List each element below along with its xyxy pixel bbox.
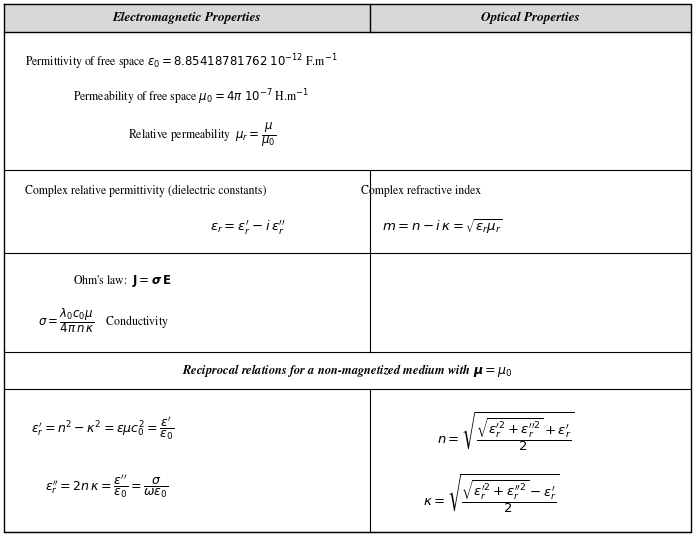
Text: Complex relative permittivity (dielectric constants): Complex relative permittivity (dielectri… (24, 184, 266, 197)
Text: $m = n - i\,\kappa = \sqrt{\varepsilon_r\mu_r}$: $m = n - i\,\kappa = \sqrt{\varepsilon_r… (382, 217, 502, 236)
Text: $\varepsilon_r^{\prime\prime} = 2n\,\kappa = \dfrac{\varepsilon^{\prime\prime}}{: $\varepsilon_r^{\prime\prime} = 2n\,\kap… (45, 473, 168, 500)
Text: $n = \sqrt{\dfrac{\sqrt{\varepsilon_r^{\prime 2} + \varepsilon_r^{\prime\prime 2: $n = \sqrt{\dfrac{\sqrt{\varepsilon_r^{\… (437, 411, 574, 453)
Text: Permittivity of free space $\varepsilon_0 = 8.85418781762\;10^{-12}$ F.m$^{-1}$: Permittivity of free space $\varepsilon_… (24, 53, 337, 72)
Text: $\kappa = \sqrt{\dfrac{\sqrt{\varepsilon_r^{\prime 2} + \varepsilon_r^{\prime\pr: $\kappa = \sqrt{\dfrac{\sqrt{\varepsilon… (423, 472, 560, 515)
Text: $\varepsilon_r = \varepsilon_r^{\prime} - i\,\varepsilon_r^{\prime\prime}$: $\varepsilon_r = \varepsilon_r^{\prime} … (210, 218, 286, 236)
Text: Permeability of free space $\mu_0 = 4\pi\;10^{-7}$ H.m$^{-1}$: Permeability of free space $\mu_0 = 4\pi… (73, 87, 309, 107)
Text: $\sigma = \dfrac{\lambda_0 c_0 \mu}{4\pi\,n\,\kappa}$    Conductivity: $\sigma = \dfrac{\lambda_0 c_0 \mu}{4\pi… (38, 306, 170, 334)
Text: Relative permeability  $\mu_r = \dfrac{\mu}{\mu_0}$: Relative permeability $\mu_r = \dfrac{\m… (128, 122, 276, 149)
Bar (4, 4, 691, 32)
Text: Reciprocal relations for a non-magnetized medium with $\boldsymbol{\mu} = \bolds: Reciprocal relations for a non-magnetize… (182, 362, 513, 379)
Text: Optical Properties: Optical Properties (481, 12, 580, 24)
Text: $\varepsilon_r^{\prime} = n^2 - \kappa^2 = \varepsilon\mu c_0^2 = \dfrac{\vareps: $\varepsilon_r^{\prime} = n^2 - \kappa^2… (31, 414, 174, 442)
Text: Complex refractive index: Complex refractive index (361, 184, 482, 197)
Text: Ohm's law:  $\mathbf{J} = \boldsymbol{\sigma}\,\mathbf{E}$: Ohm's law: $\mathbf{J} = \boldsymbol{\si… (73, 273, 171, 289)
Text: Electromagnetic Properties: Electromagnetic Properties (113, 12, 261, 24)
